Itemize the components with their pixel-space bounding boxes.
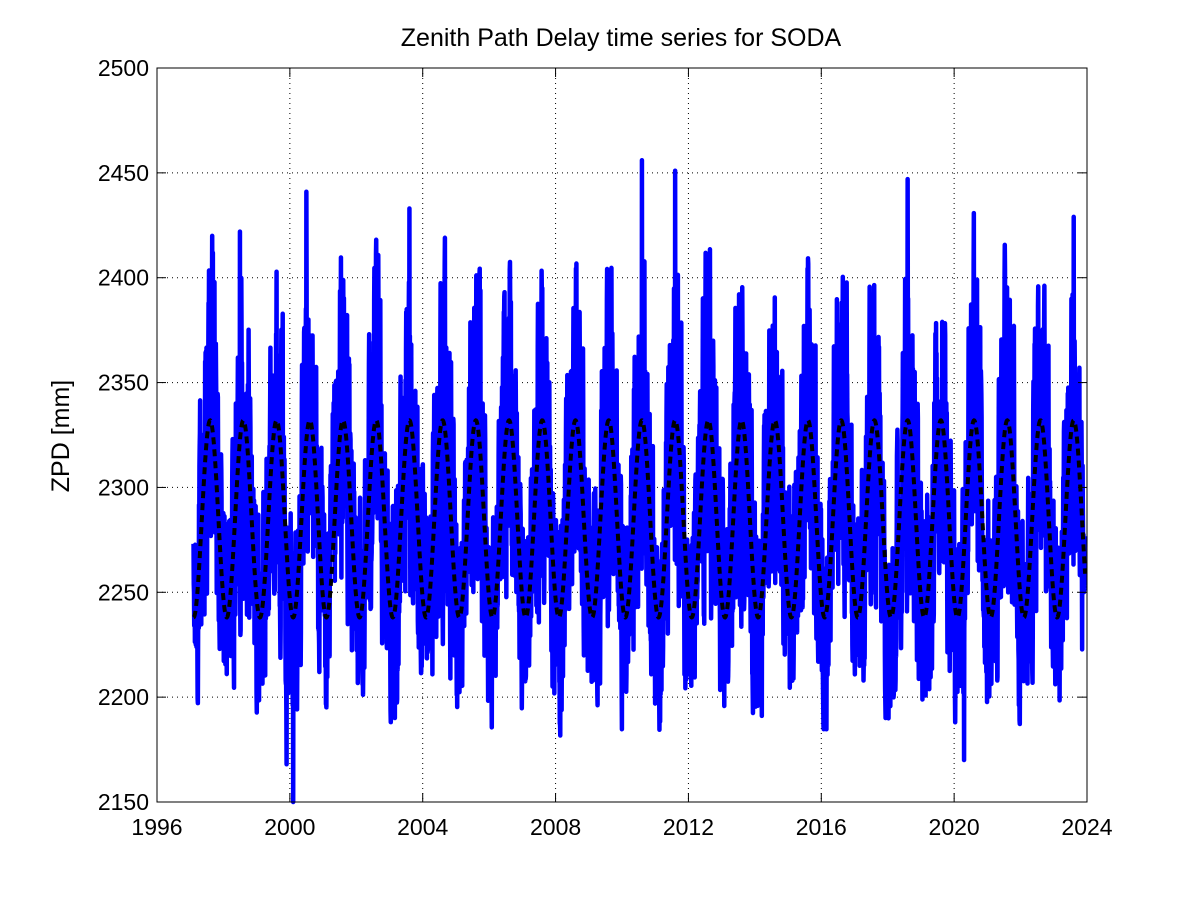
y-tick-label: 2300 — [98, 474, 149, 500]
axes-box — [156, 67, 1088, 803]
chart-title: Zenith Path Delay time series for SODA — [401, 24, 842, 52]
x-tick-label: 2020 — [929, 814, 980, 840]
x-tick-label: 2008 — [530, 814, 581, 840]
y-tick-label: 2250 — [98, 579, 149, 605]
zpd-model-series-line — [192, 418, 1088, 620]
y-tick-label: 2200 — [98, 684, 149, 710]
x-tick-label: 2024 — [1061, 814, 1112, 840]
x-tick-label: 1996 — [131, 814, 182, 840]
y-axis-label: ZPD [mm] — [47, 380, 75, 493]
plot-area — [191, 158, 1088, 805]
x-tick-label: 2012 — [663, 814, 714, 840]
zpd-observed-series-line — [191, 158, 1088, 805]
y-tick-label: 2400 — [98, 265, 149, 291]
y-tick-label: 2350 — [98, 370, 149, 396]
x-tick-labels: 1996 2000 2004 2008 2012 2016 2020 2024 — [131, 814, 1112, 840]
y-tick-label: 2450 — [98, 160, 149, 186]
x-tick-label: 2004 — [397, 814, 448, 840]
y-tick-labels: 2150 2200 2250 2300 2350 2400 2450 2500 — [98, 55, 149, 815]
y-tick-label: 2150 — [98, 789, 149, 815]
axis-ticks — [156, 67, 1088, 803]
y-tick-label: 2500 — [98, 55, 149, 81]
x-tick-label: 2000 — [264, 814, 315, 840]
x-tick-label: 2016 — [796, 814, 847, 840]
